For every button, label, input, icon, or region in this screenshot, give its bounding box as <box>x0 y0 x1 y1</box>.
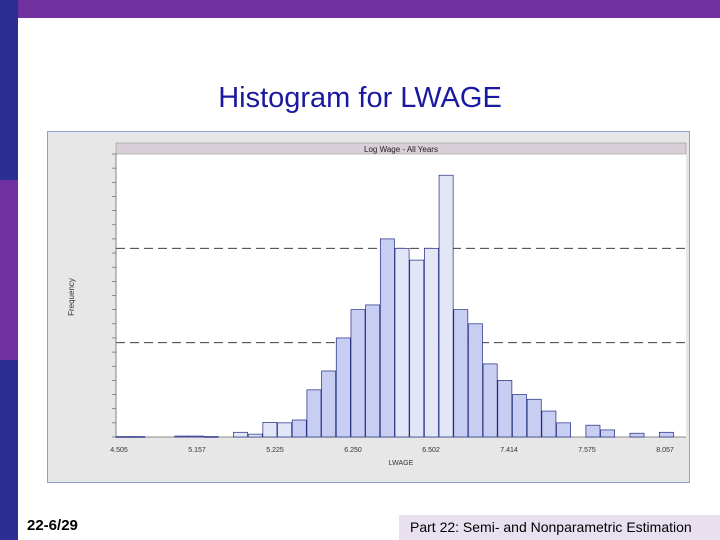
slide-footer-banner: Part 22: Semi- and Nonparametric Estimat… <box>399 515 720 540</box>
histogram-bar-30 <box>556 422 571 438</box>
side-accent-bar-middle <box>0 180 18 360</box>
histogram-bar-37 <box>658 431 674 438</box>
histogram-bar-26 <box>497 380 513 438</box>
histogram-bar-28 <box>526 398 542 438</box>
histogram-bar-14 <box>321 370 337 438</box>
chart-title: Log Wage - All Years <box>364 145 438 154</box>
histogram-bar-1 <box>130 436 146 438</box>
x-tick-label-7: 8.057 <box>656 447 674 454</box>
histogram-bar-24 <box>468 323 483 438</box>
histogram-bar-19 <box>394 247 410 438</box>
x-tick-label-1: 5.157 <box>188 447 206 454</box>
x-tick-label-3: 6.250 <box>344 447 362 454</box>
slide-title: Histogram for LWAGE <box>218 82 502 114</box>
histogram-bar-8 <box>233 431 248 438</box>
slide-page-number: 22-6/29 <box>27 517 78 534</box>
histogram-bar-29 <box>541 410 557 438</box>
x-tick-label-6: 7.575 <box>578 447 596 454</box>
side-accent-bar-top <box>0 0 18 180</box>
histogram-bar-13 <box>306 389 322 438</box>
x-tick-label-4: 6.502 <box>422 447 440 454</box>
histogram-bar-27 <box>512 394 527 438</box>
histogram-bar-35 <box>629 432 645 438</box>
side-accent-bar-bottom <box>0 360 18 540</box>
y-axis-title: Frequency <box>67 278 76 316</box>
chart-frame: Log Wage - All Years 4.505 5.157 5.225 6.25… <box>47 131 690 483</box>
chart-title-bar <box>115 142 687 155</box>
histogram-chart: Log Wage - All Years 4.505 5.157 5.225 6.25… <box>67 142 687 467</box>
histogram-bar-9 <box>247 433 263 438</box>
histogram-bar-15 <box>335 337 351 438</box>
histogram-bar-0 <box>115 436 131 438</box>
histogram-bar-22 <box>438 174 454 438</box>
x-axis-title: LWAGE <box>389 460 414 467</box>
histogram-bar-16 <box>350 309 366 438</box>
histogram-bar-21 <box>424 247 439 438</box>
histogram-bar-23 <box>453 309 469 438</box>
histogram-bar-10 <box>262 422 278 438</box>
histogram-bar-18 <box>379 238 395 438</box>
histogram-bar-25 <box>482 363 498 438</box>
x-tick-label-5: 7.414 <box>500 447 518 454</box>
histogram-bar-12 <box>291 419 307 438</box>
histogram-bar-32 <box>585 424 601 438</box>
x-tick-label-0: 4.505 <box>110 447 128 454</box>
x-tick-label-2: 5.225 <box>266 447 284 454</box>
histogram-bar-6 <box>203 436 219 438</box>
histogram-bar-5 <box>189 435 204 438</box>
histogram-bar-17 <box>365 304 381 438</box>
histogram-bar-20 <box>409 259 425 438</box>
top-accent-bar <box>0 0 720 18</box>
slide-footer-text: Part 22: Semi- and Nonparametric Estimat… <box>410 519 692 535</box>
histogram-bar-4 <box>174 435 190 438</box>
histogram-bar-33 <box>600 429 616 438</box>
histogram-bar-11 <box>277 422 292 438</box>
